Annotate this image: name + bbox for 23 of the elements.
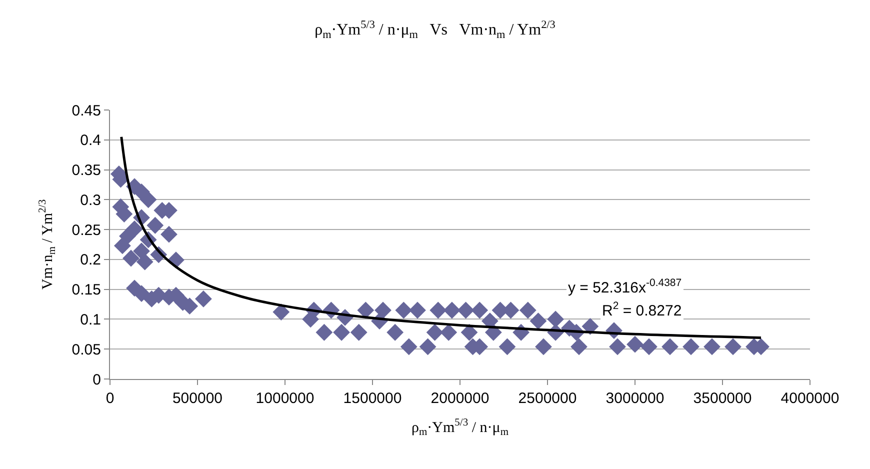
x-axis-title: ρ$_{m}$·Ym$^{5/3}$ / n·μ$_{m}$: [412, 418, 508, 438]
x-tick-label: 4000000: [780, 390, 840, 407]
x-tick-label: 2000000: [430, 390, 490, 407]
y-tick-label: 0.15: [72, 282, 101, 299]
x-tick-label: 1500000: [343, 390, 402, 407]
chart-title: ρ$_{m}$·Ym$^{5/3}$ / n·μ$_{m}$ Vs Vm·n$_{m}$ / Ym$^{2/3}$: [314, 18, 556, 42]
x-tick-label: 3000000: [606, 390, 664, 407]
y-tick-label: 0.45: [72, 102, 101, 120]
y-tick-label: 0.05: [72, 341, 101, 358]
y-tick-label: 0.35: [72, 162, 101, 180]
x-tick-label: 1000000: [256, 390, 314, 407]
y-tick-label: 0.2: [80, 252, 101, 269]
annotation: R$^{2}$ = 0.8272: [602, 300, 682, 320]
y-tick-label: 0: [92, 371, 101, 388]
x-tick-label: 500000: [172, 390, 223, 407]
y-tick-label: 0.4: [80, 132, 101, 150]
x-tick-label: 0: [106, 390, 114, 407]
y-tick-label: 0.1: [80, 311, 101, 328]
y-tick-label: 0.25: [72, 222, 101, 239]
y-tick-label: 0.3: [80, 192, 101, 209]
x-tick-label: 3500000: [693, 390, 752, 407]
x-tick-label: 2500000: [518, 390, 577, 407]
annotation: y = 52.316x$^{-0.4387}$: [568, 277, 682, 296]
